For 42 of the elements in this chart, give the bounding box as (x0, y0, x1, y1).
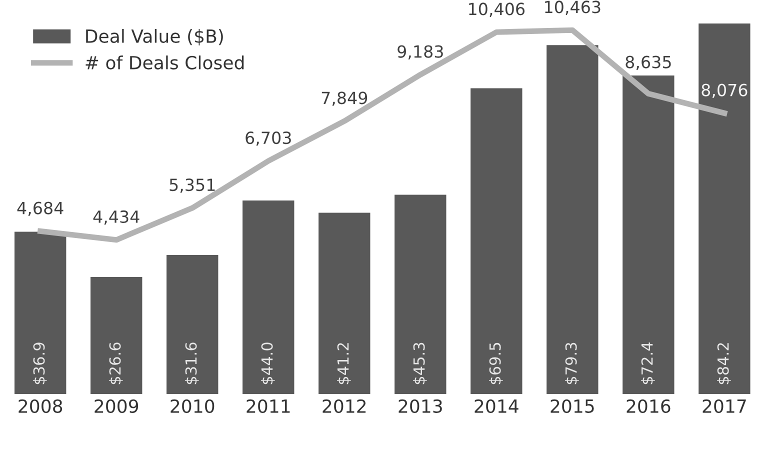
data-label: $79.3 (565, 342, 579, 384)
x-tick-label: 2009 (94, 399, 138, 413)
data-label: $69.5 (489, 342, 503, 384)
x-tick-label: 2008 (18, 399, 62, 413)
x-tick-label: 2011 (246, 399, 290, 413)
bar (318, 212, 370, 394)
data-label: 8,635 (626, 56, 671, 70)
data-label: $72.4 (641, 342, 655, 384)
data-label: 7,849 (322, 92, 368, 106)
data-label: 5,351 (170, 178, 215, 193)
data-label: $45.3 (413, 342, 427, 384)
bar (546, 45, 598, 394)
legend-label: Deal Value ($B) (86, 29, 223, 46)
x-tick-label: 2015 (550, 399, 594, 413)
bar (166, 255, 218, 394)
x-tick-label: 2016 (626, 399, 670, 413)
bar (394, 194, 446, 394)
data-label: 4,434 (93, 210, 140, 225)
data-label: $41.2 (337, 343, 351, 384)
data-label: $26.6 (108, 342, 123, 384)
x-tick-label: 2013 (398, 399, 442, 413)
data-label: $31.6 (184, 342, 199, 384)
bar (622, 75, 674, 394)
data-label: $84.2 (717, 343, 731, 384)
data-label: $44.0 (260, 342, 275, 384)
data-label: 4,684 (17, 202, 64, 216)
data-label: 9,183 (398, 45, 443, 60)
x-tick-label: 2014 (474, 399, 518, 413)
legend-label: # of Deals Closed (86, 56, 244, 70)
data-label: 10,463 (545, 0, 600, 15)
x-tick-label: 2017 (702, 399, 746, 413)
x-tick-label: 2012 (322, 399, 366, 413)
x-tick-label: 2010 (170, 399, 214, 413)
data-label: 10,406 (469, 2, 525, 17)
data-label: $36.9 (32, 342, 47, 384)
bar (242, 200, 294, 394)
data-label: 8,076 (702, 84, 748, 98)
bar (470, 88, 522, 394)
data-label: 6,703 (246, 131, 291, 146)
bar (14, 232, 66, 394)
bar (698, 24, 750, 394)
bar (90, 277, 142, 394)
